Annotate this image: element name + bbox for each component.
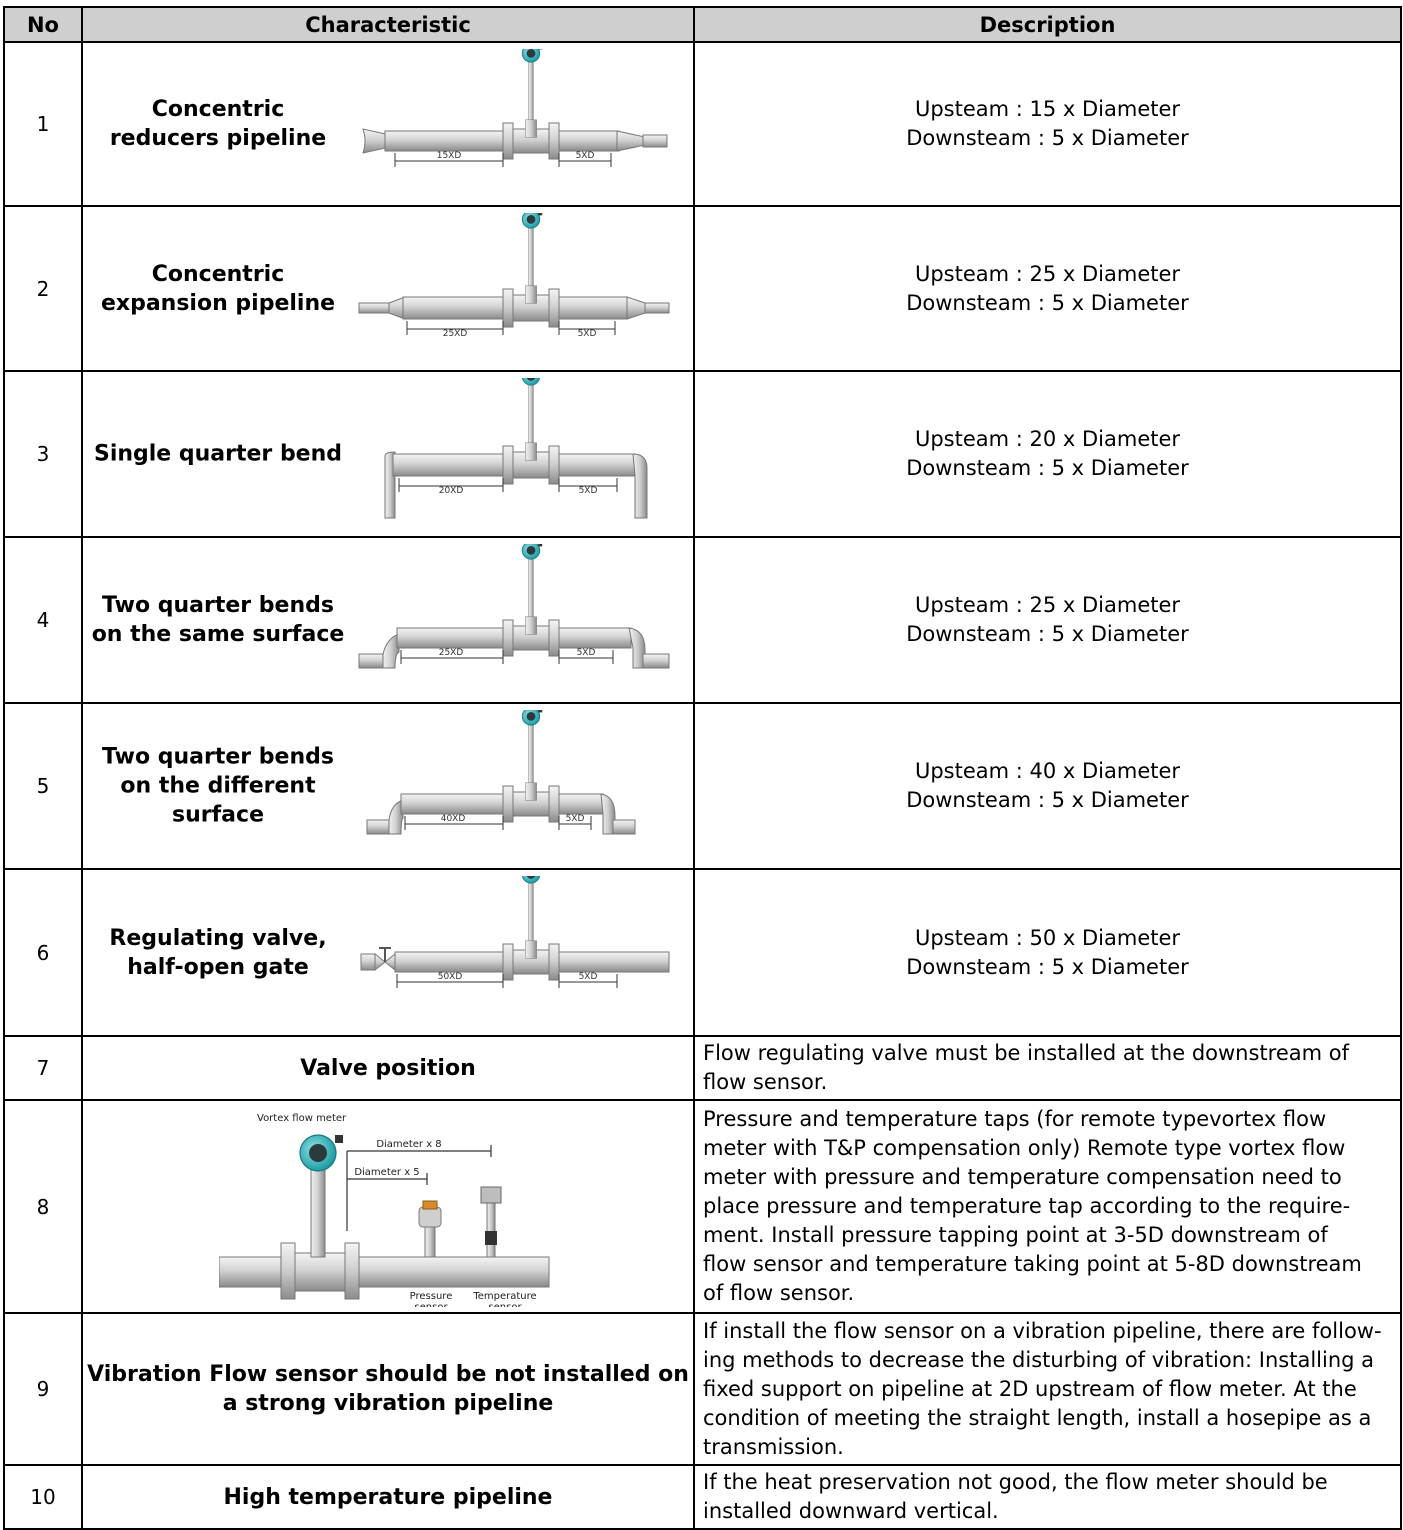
characteristic-label: Valve position	[81, 1035, 695, 1101]
characteristic-cell: Concentric reducers pipeline 15XD	[81, 41, 695, 207]
installation-table: No Characteristic Description 1 Concentr…	[3, 6, 1402, 1530]
upstream-dimension-label: 25XD	[439, 648, 464, 658]
table-row: 4 Two quarter bends on the same surface	[3, 536, 1402, 704]
vortex-meter-label: Vortex flow meter	[257, 1113, 347, 1124]
table-row: 10 High temperature pipeline If the heat…	[3, 1464, 1402, 1530]
row-number: 9	[3, 1312, 83, 1466]
expansion-pipeline-diagram: 25XD 5XD	[358, 213, 670, 339]
description-cell: Upsteam : 20 x Diameter Downsteam : 5 x …	[693, 370, 1402, 538]
header-description: Description	[693, 6, 1402, 43]
characteristic-label: Two quarter bends on the same surface	[91, 593, 345, 647]
table-row: 1 Concentric reducers pipeline 15XD	[3, 41, 1402, 207]
two-bends-same-surface-diagram: 25XD 5XD	[358, 544, 670, 669]
row-number: 5	[3, 702, 83, 870]
two-bends-different-surface-diagram: 40XD 5XD	[366, 710, 636, 835]
diameter-x8-label: Diameter x 8	[376, 1139, 441, 1150]
description-cell: Upsteam : 15 x Diameter Downsteam : 5 x …	[693, 41, 1402, 207]
description-cell: Flow regulating valve must be installed …	[693, 1035, 1402, 1101]
row-number: 6	[3, 868, 83, 1037]
description-cell: Upsteam : 25 x Diameter Downsteam : 5 x …	[693, 536, 1402, 704]
table-row: 5 Two quarter bends on the different sur…	[3, 702, 1402, 870]
upstream-dimension-label: 40XD	[441, 814, 466, 824]
row-number: 8	[3, 1099, 83, 1314]
characteristic-cell: Concentric expansion pipeline 25XD	[81, 205, 695, 372]
downstream-dimension-label: 5XD	[566, 814, 585, 824]
characteristic-label: Regulating valve, half-open gate	[109, 925, 327, 980]
reducer-pipeline-diagram: 15XD 5XD	[362, 49, 668, 167]
pressure-sensor-label: Pressure	[410, 1291, 453, 1302]
upstream-dimension-label: 25XD	[443, 329, 468, 339]
description-cell: Upsteam : 50 x Diameter Downsteam : 5 x …	[693, 868, 1402, 1037]
downstream-dimension-label: 5XD	[576, 151, 595, 161]
row-number: 2	[3, 205, 83, 372]
downstream-dimension-label: 5XD	[578, 329, 597, 339]
characteristic-label: High temperature pipeline	[81, 1464, 695, 1530]
upstream-dimension-label: 50XD	[438, 972, 463, 982]
header-characteristic: Characteristic	[81, 6, 695, 43]
downstream-dimension-label: 5XD	[579, 972, 598, 982]
characteristic-label: Two quarter bends on the different surfa…	[102, 744, 334, 828]
table-row: 7 Valve position Flow regulating valve m…	[3, 1035, 1402, 1101]
table-row: 9 Vibration Flow sensor should be not in…	[3, 1312, 1402, 1466]
header-row: No Characteristic Description	[3, 6, 1402, 43]
description-cell: If install the flow sensor on a vibratio…	[693, 1312, 1402, 1466]
row-number: 1	[3, 41, 83, 207]
table-row: 3 Single quarter bend 20XD	[3, 370, 1402, 538]
temperature-sensor-label: Temperature	[472, 1291, 536, 1302]
tp-compensation-diagram: Vortex flow meter Diameter x 8 Diameter …	[219, 1113, 550, 1307]
svg-text:sensor: sensor	[414, 1302, 448, 1307]
downstream-dimension-label: 5XD	[577, 648, 596, 658]
characteristic-cell: Single quarter bend 20XD 5XD	[81, 370, 695, 538]
svg-text:sensor: sensor	[488, 1302, 522, 1307]
description-cell: Upsteam : 40 x Diameter Downsteam : 5 x …	[693, 702, 1402, 870]
upstream-dimension-label: 15XD	[437, 151, 462, 161]
header-no: No	[3, 6, 83, 43]
characteristic-cell: Two quarter bends on the same surface 25…	[81, 536, 695, 704]
quarter-bend-diagram: 20XD 5XD	[384, 378, 648, 519]
row-number: 7	[3, 1035, 83, 1101]
regulating-valve-diagram: 50XD 5XD	[360, 876, 670, 988]
characteristic-label: Concentric reducers pipeline	[109, 97, 327, 151]
row-number: 3	[3, 370, 83, 538]
downstream-dimension-label: 5XD	[579, 486, 598, 496]
characteristic-label: Vibration Flow sensor should be not inst…	[81, 1312, 695, 1466]
upstream-dimension-label: 20XD	[439, 486, 464, 496]
table-row: 6 Regulating valve, half-open gate	[3, 868, 1402, 1037]
characteristic-label: Concentric expansion pipeline	[100, 261, 336, 316]
diameter-x5-label: Diameter x 5	[354, 1167, 419, 1178]
table-row: 8 Vortex flow meter Diameter x 8 Diamete…	[3, 1099, 1402, 1314]
table-row: 2 Concentric expansion pipeline 2	[3, 205, 1402, 372]
description-cell: Pressure and temperature taps (for remot…	[693, 1099, 1402, 1314]
description-cell: If the heat preservation not good, the f…	[693, 1464, 1402, 1530]
row-number: 4	[3, 536, 83, 704]
description-cell: Upsteam : 25 x Diameter Downsteam : 5 x …	[693, 205, 1402, 372]
characteristic-cell: Regulating valve, half-open gate 50XD	[81, 868, 695, 1037]
characteristic-cell: Two quarter bends on the different surfa…	[81, 702, 695, 870]
characteristic-cell: Vortex flow meter Diameter x 8 Diameter …	[81, 1099, 695, 1314]
row-number: 10	[3, 1464, 83, 1530]
characteristic-label: Single quarter bend	[93, 441, 343, 467]
